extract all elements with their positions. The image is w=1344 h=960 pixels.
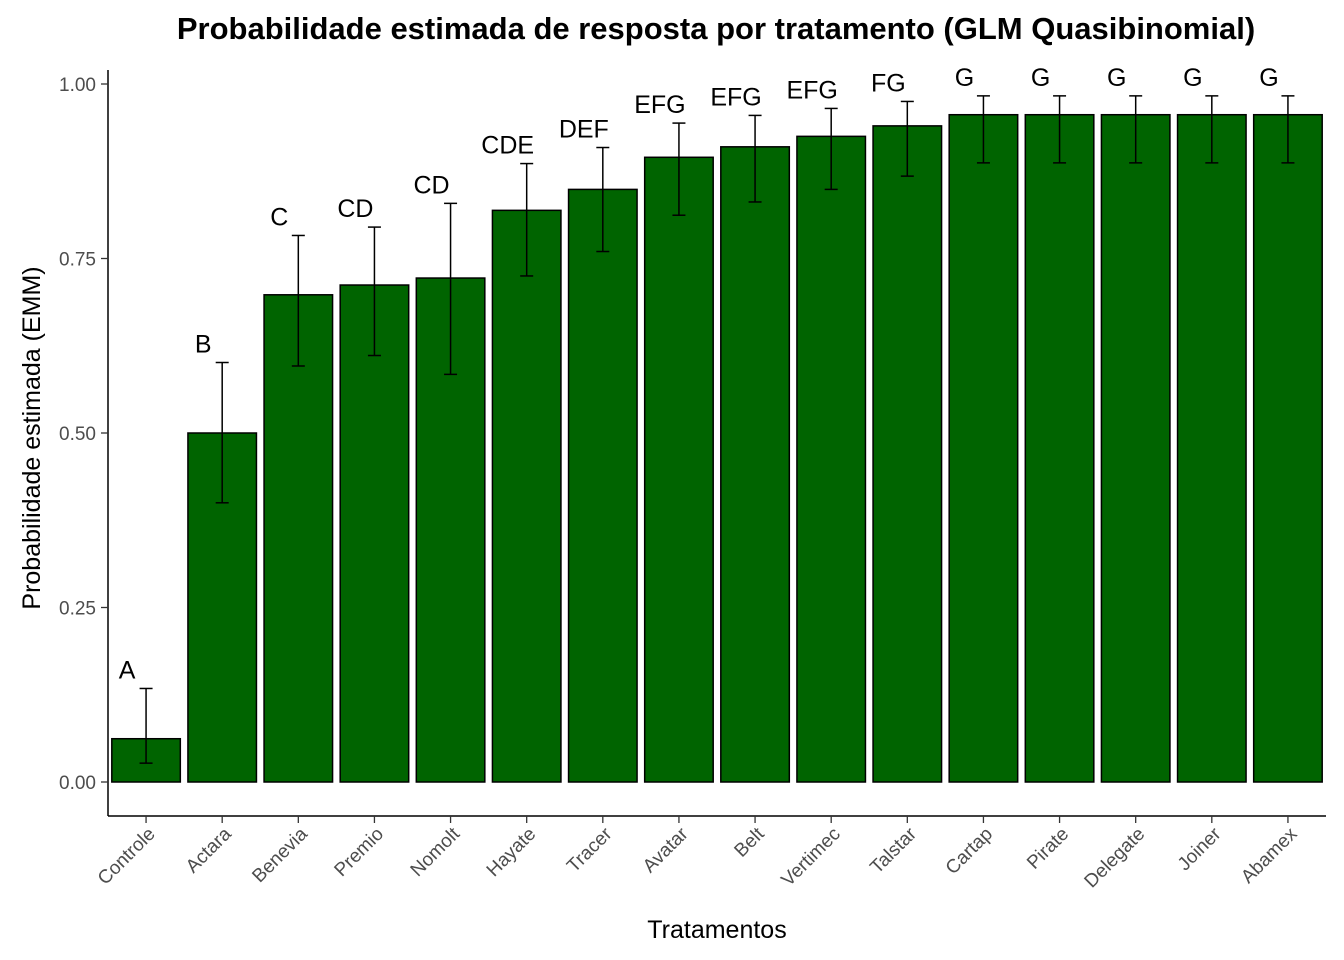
- x-tick-label-joiner: Joiner: [1174, 823, 1226, 875]
- bar-cartap: [948, 113, 1019, 783]
- group-letter-controle: A: [119, 656, 136, 684]
- x-axis-ticks: Controle Actara Benevia Premio Nomolt Hayate T…: [94, 816, 1302, 892]
- group-letters-layer: A B C CD CD CDE DEF EFG EFG EFG FG G G G G G: [119, 64, 1279, 685]
- bar-joiner: [1176, 113, 1247, 783]
- x-tick-label-pirate: Pirate: [1023, 824, 1073, 874]
- error-bar-abamex: [1281, 95, 1295, 164]
- y-axis-ticks: 0.00 0.25 0.50 0.75 1.00: [59, 75, 108, 794]
- x-tick-label-hayate: Hayate: [483, 824, 540, 881]
- x-tick-label-benevia: Benevia: [248, 823, 312, 887]
- x-axis-title: Tratamentos: [647, 916, 786, 944]
- error-bar-delegate: [1129, 95, 1143, 164]
- group-letter-talstar: FG: [871, 69, 906, 97]
- bar-tracer: [567, 188, 638, 783]
- error-bar-joiner: [1205, 95, 1219, 164]
- group-letter-hayate: CDE: [481, 132, 534, 160]
- group-letter-cartap: G: [955, 64, 974, 92]
- group-letter-joiner: G: [1183, 64, 1202, 92]
- bar-delegate: [1100, 113, 1171, 783]
- error-bar-tracer: [596, 146, 610, 253]
- y-tick-label: 0.75: [59, 250, 96, 271]
- error-bar-nomolt: [444, 202, 458, 376]
- error-bar-belt: [748, 114, 762, 203]
- error-bars-layer: [139, 95, 1295, 764]
- x-tick-label-nomolt: Nomolt: [407, 823, 465, 881]
- error-bar-controle: [139, 687, 153, 764]
- error-bar-vertimec: [824, 107, 838, 191]
- x-tick-label-avatar: Avatar: [639, 823, 693, 877]
- x-tick-label-controle: Controle: [94, 824, 160, 890]
- error-bar-avatar: [672, 122, 686, 216]
- bar-vertimec: [796, 135, 867, 783]
- y-axis-title: Probabilidade estimada (EMM): [18, 266, 46, 609]
- error-bar-premio: [367, 226, 381, 357]
- x-tick-label-cartap: Cartap: [942, 824, 997, 879]
- group-letter-abamex: G: [1259, 64, 1278, 92]
- bar-avatar: [643, 156, 714, 783]
- chart-title: Probabilidade estimada de resposta por t…: [177, 11, 1255, 46]
- y-tick-label: 1.00: [59, 75, 96, 96]
- bar-pirate: [1024, 113, 1095, 783]
- x-tick-label-vertimec: Vertimec: [778, 824, 845, 891]
- x-tick-label-delegate: Delegate: [1081, 824, 1150, 893]
- error-bar-benevia: [291, 234, 305, 367]
- group-letter-pirate: G: [1031, 64, 1050, 92]
- y-tick-label: 0.00: [59, 773, 96, 794]
- x-tick-label-belt: Belt: [731, 823, 770, 862]
- error-bar-hayate: [520, 162, 534, 277]
- error-bar-talstar: [900, 100, 914, 177]
- group-letter-benevia: C: [270, 203, 288, 231]
- x-tick-label-abamex: Abamex: [1237, 823, 1301, 887]
- y-tick-label: 0.50: [59, 424, 96, 445]
- bar-hayate: [491, 209, 562, 783]
- group-letter-tracer: DEF: [559, 116, 609, 144]
- group-letter-avatar: EFG: [634, 91, 685, 119]
- group-letter-premio: CD: [337, 195, 373, 223]
- x-tick-label-actara: Actara: [182, 823, 236, 877]
- bars-layer: [111, 113, 1323, 783]
- bar-talstar: [872, 125, 943, 783]
- group-letter-belt: EFG: [710, 83, 761, 111]
- group-letter-delegate: G: [1107, 64, 1126, 92]
- bar-benevia: [263, 294, 334, 783]
- error-bar-cartap: [976, 95, 990, 164]
- group-letter-nomolt: CD: [414, 171, 450, 199]
- error-bar-actara: [215, 361, 229, 504]
- group-letter-vertimec: EFG: [786, 76, 837, 104]
- group-letter-actara: B: [195, 331, 212, 359]
- x-tick-label-tracer: Tracer: [563, 823, 617, 877]
- y-tick-label: 0.25: [59, 599, 96, 620]
- error-bar-pirate: [1053, 95, 1067, 164]
- x-tick-label-talstar: Talstar: [866, 823, 921, 878]
- bar-premio: [339, 284, 410, 783]
- bar-belt: [720, 146, 791, 783]
- bar-abamex: [1252, 113, 1323, 783]
- x-tick-label-premio: Premio: [331, 824, 388, 881]
